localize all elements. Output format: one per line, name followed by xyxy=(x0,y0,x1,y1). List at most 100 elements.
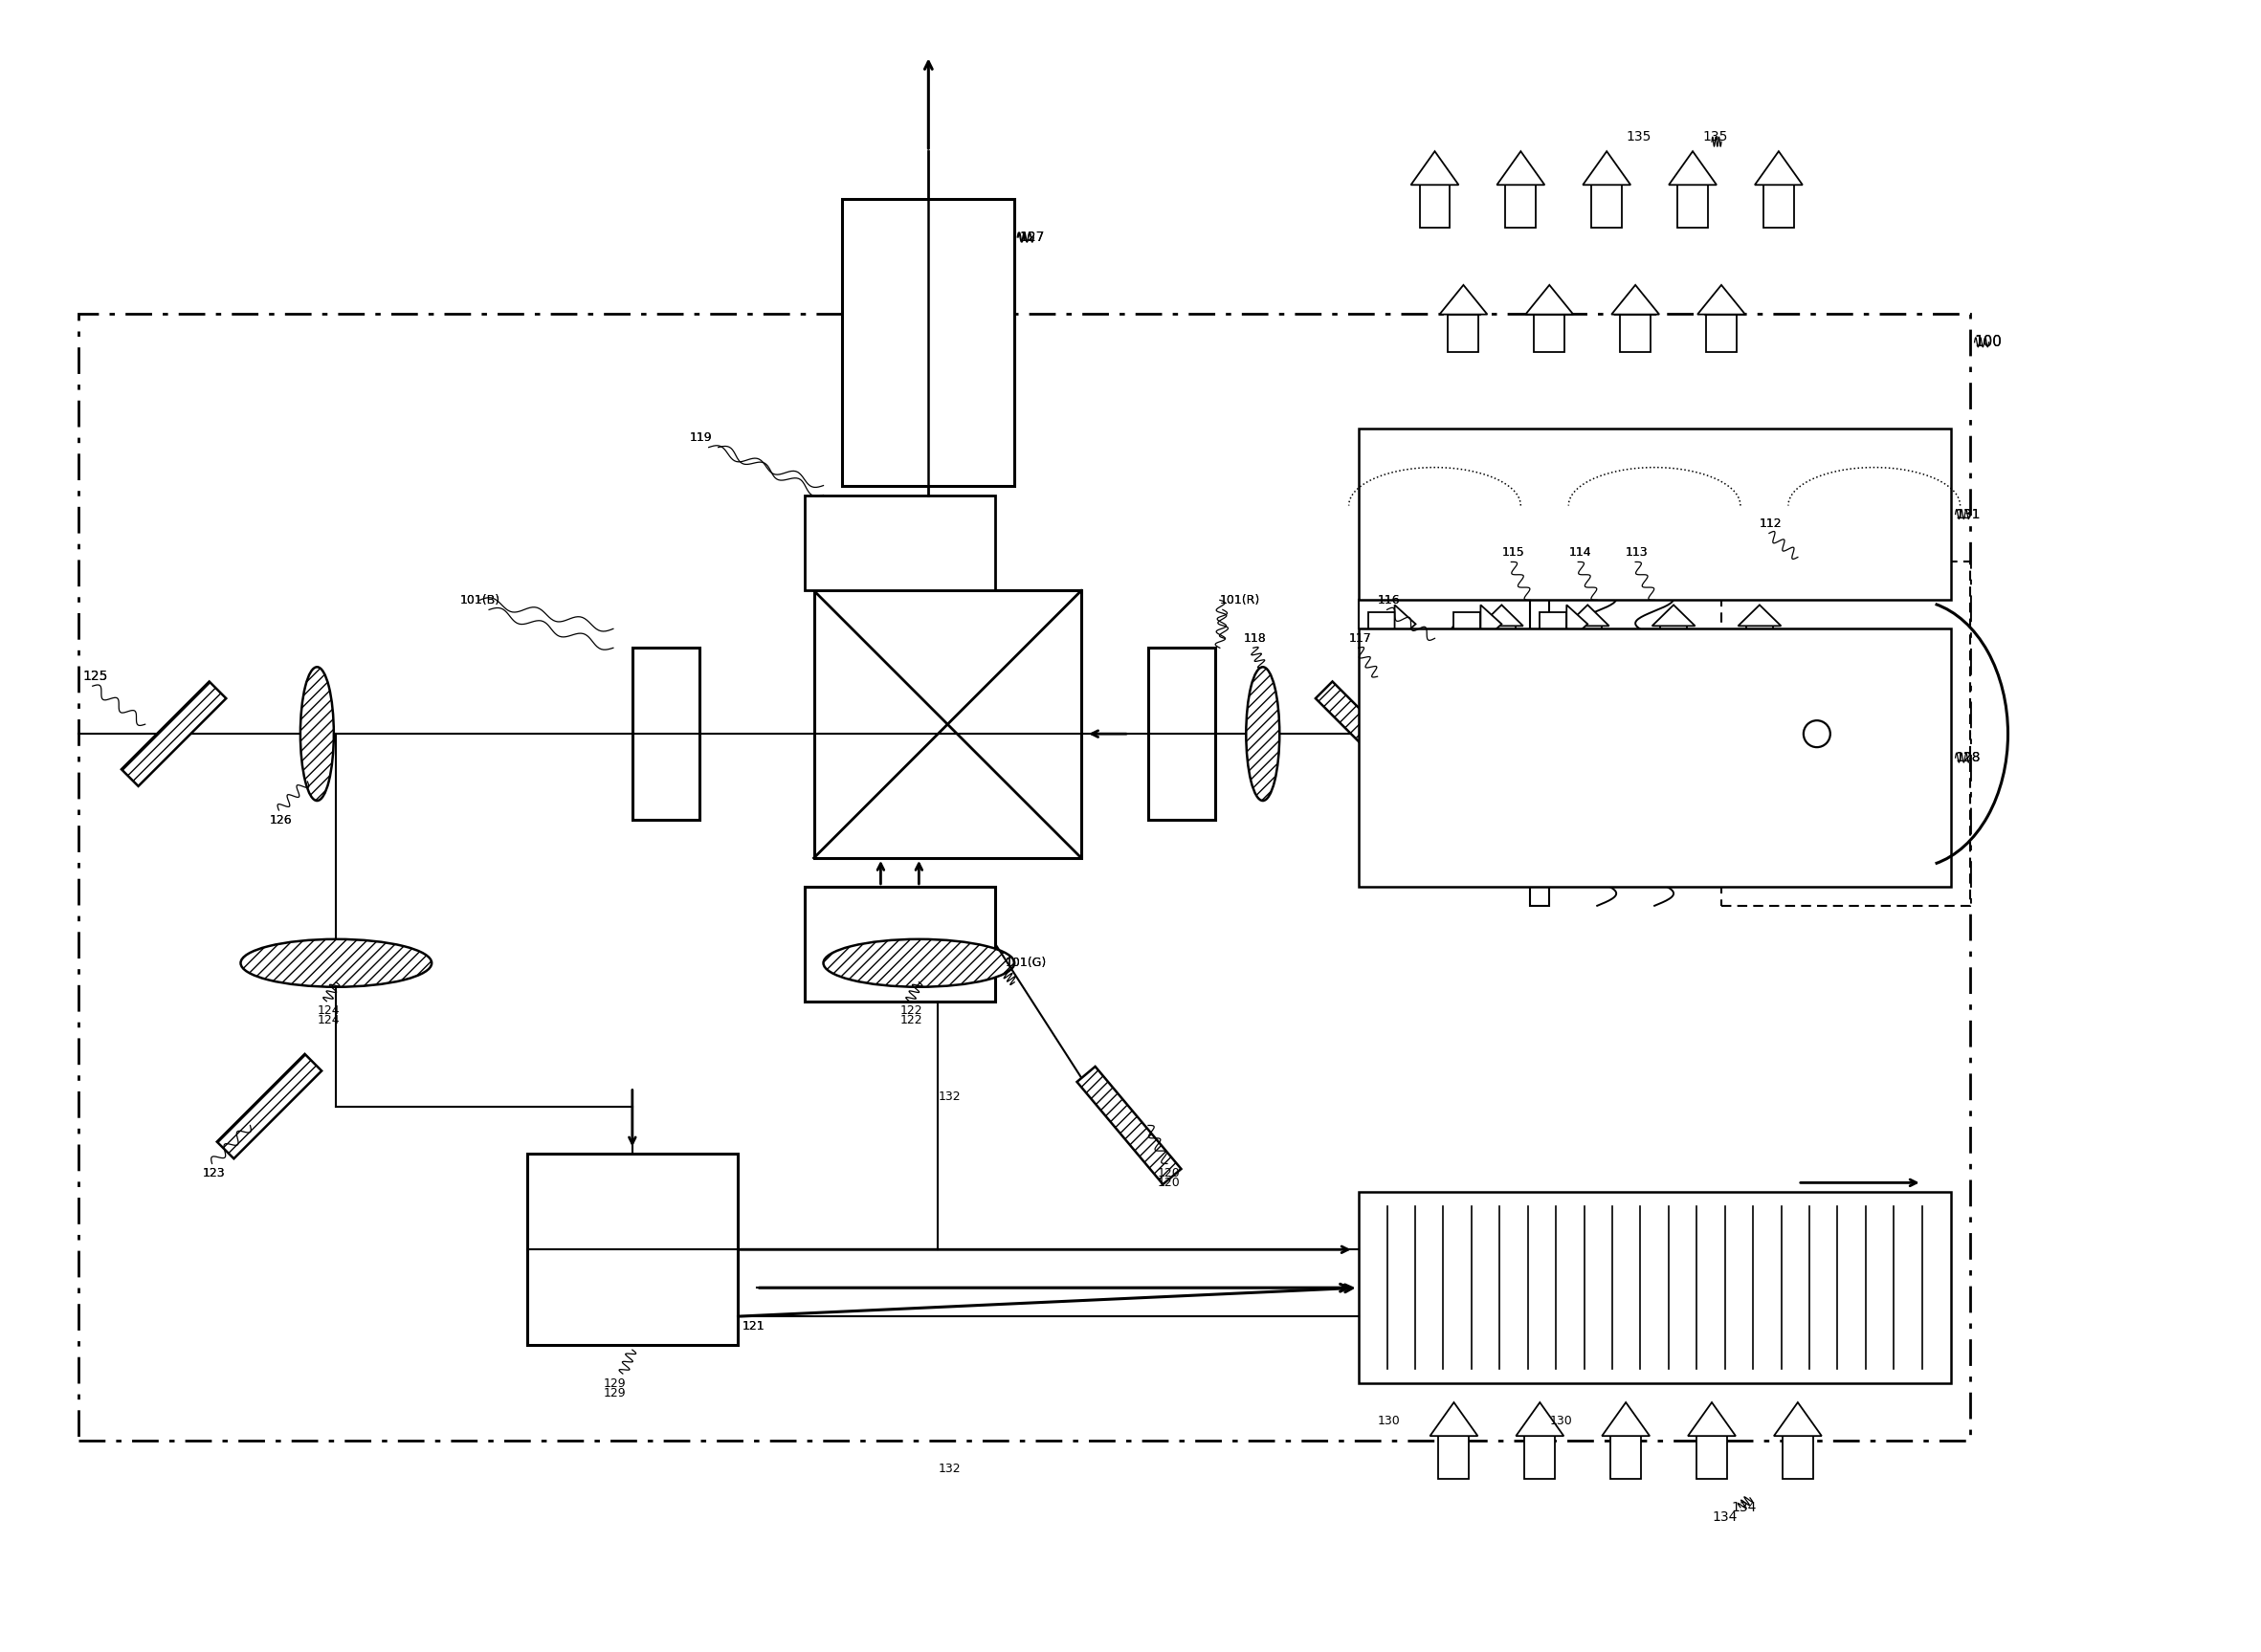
Text: 100: 100 xyxy=(1974,335,2003,350)
Text: 116: 116 xyxy=(1377,595,1400,606)
Text: 130: 130 xyxy=(1377,1416,1400,1427)
Text: 115: 115 xyxy=(1501,547,1524,558)
Text: 101(B): 101(B) xyxy=(461,595,500,606)
Text: 115: 115 xyxy=(1501,547,1524,558)
Text: 101(B): 101(B) xyxy=(461,595,500,606)
Text: 120: 120 xyxy=(1158,1176,1180,1189)
Polygon shape xyxy=(217,1054,321,1158)
Text: 135: 135 xyxy=(1626,131,1651,144)
Polygon shape xyxy=(1395,605,1415,643)
Text: 135: 135 xyxy=(1703,131,1727,144)
Ellipse shape xyxy=(823,940,1015,986)
Text: 123: 123 xyxy=(203,1166,226,1180)
Polygon shape xyxy=(1567,605,1587,643)
Bar xyxy=(1447,314,1479,352)
Polygon shape xyxy=(122,682,226,786)
Bar xyxy=(1621,314,1651,352)
Text: 101(G): 101(G) xyxy=(1004,957,1047,970)
Text: 122: 122 xyxy=(900,1014,922,1026)
Ellipse shape xyxy=(1436,620,1492,849)
Bar xyxy=(1420,185,1449,228)
Text: 127: 127 xyxy=(1020,231,1045,244)
Bar xyxy=(1707,314,1736,352)
Text: 128: 128 xyxy=(1956,752,1981,765)
Bar xyxy=(1488,626,1515,653)
Polygon shape xyxy=(1411,152,1458,185)
Bar xyxy=(1745,626,1773,653)
Polygon shape xyxy=(1526,286,1574,314)
Bar xyxy=(1540,611,1567,636)
Polygon shape xyxy=(1481,605,1501,643)
Text: 126: 126 xyxy=(269,813,292,826)
Text: 113: 113 xyxy=(1626,547,1648,558)
Text: 127: 127 xyxy=(1020,231,1045,244)
Circle shape xyxy=(1804,720,1829,747)
Text: 112: 112 xyxy=(1759,517,1782,530)
Bar xyxy=(1359,1193,1951,1383)
Bar xyxy=(1764,185,1793,228)
Bar xyxy=(1359,428,1951,600)
Bar xyxy=(1524,1436,1556,1479)
Polygon shape xyxy=(1689,1403,1736,1436)
Polygon shape xyxy=(1497,152,1544,185)
Text: 134: 134 xyxy=(1732,1500,1757,1515)
Text: 126: 126 xyxy=(269,813,292,826)
Text: 134: 134 xyxy=(1712,1510,1736,1523)
Bar xyxy=(633,648,699,819)
Ellipse shape xyxy=(1246,667,1280,801)
Bar xyxy=(1592,185,1621,228)
Polygon shape xyxy=(1755,152,1802,185)
Text: 124: 124 xyxy=(317,1014,339,1026)
Bar xyxy=(1359,629,1951,887)
Text: 120: 120 xyxy=(1158,1166,1180,1180)
Text: 100: 100 xyxy=(1974,335,2003,350)
Text: 101(R): 101(R) xyxy=(1221,595,1259,606)
Bar xyxy=(1454,611,1481,636)
Text: 123: 123 xyxy=(203,1166,226,1180)
Polygon shape xyxy=(1775,1403,1822,1436)
Text: 130: 130 xyxy=(1549,1416,1571,1427)
Text: 117: 117 xyxy=(1350,633,1372,644)
Text: 117: 117 xyxy=(1350,633,1372,644)
Polygon shape xyxy=(1653,605,1696,626)
Bar xyxy=(1782,1436,1813,1479)
Bar xyxy=(79,314,1969,1441)
Text: 121: 121 xyxy=(742,1320,764,1332)
Bar xyxy=(1696,1436,1727,1479)
Bar xyxy=(1506,185,1535,228)
Ellipse shape xyxy=(240,940,432,986)
Text: 118: 118 xyxy=(1244,633,1266,644)
Bar xyxy=(1535,314,1565,352)
Bar xyxy=(1368,611,1395,636)
Text: 129: 129 xyxy=(604,1378,626,1389)
Text: 119: 119 xyxy=(690,431,712,444)
Text: 114: 114 xyxy=(1569,547,1592,558)
Bar xyxy=(1610,1436,1641,1479)
Ellipse shape xyxy=(301,667,335,801)
Bar xyxy=(1678,185,1707,228)
Polygon shape xyxy=(1698,286,1745,314)
Text: 121: 121 xyxy=(742,1320,764,1332)
Bar xyxy=(814,590,1081,857)
Text: 116: 116 xyxy=(1377,595,1400,606)
Bar xyxy=(1660,626,1687,653)
Text: 122: 122 xyxy=(900,1004,922,1018)
Text: 131: 131 xyxy=(1956,507,1981,520)
Polygon shape xyxy=(1076,1067,1180,1184)
Bar xyxy=(1574,626,1601,653)
Polygon shape xyxy=(1567,605,1610,626)
Bar xyxy=(1531,562,1549,905)
Text: 125: 125 xyxy=(84,669,109,684)
Polygon shape xyxy=(1612,286,1660,314)
Text: 129: 129 xyxy=(604,1386,626,1399)
Polygon shape xyxy=(1583,152,1630,185)
Text: 118: 118 xyxy=(1244,633,1266,644)
Bar xyxy=(1149,648,1214,819)
Text: 119: 119 xyxy=(690,431,712,444)
Text: 124: 124 xyxy=(317,1004,339,1018)
Polygon shape xyxy=(1429,1403,1479,1436)
Text: 131: 131 xyxy=(1956,507,1981,520)
Text: 112: 112 xyxy=(1759,517,1782,530)
Text: 101(R): 101(R) xyxy=(1221,595,1259,606)
Bar xyxy=(527,1155,737,1345)
